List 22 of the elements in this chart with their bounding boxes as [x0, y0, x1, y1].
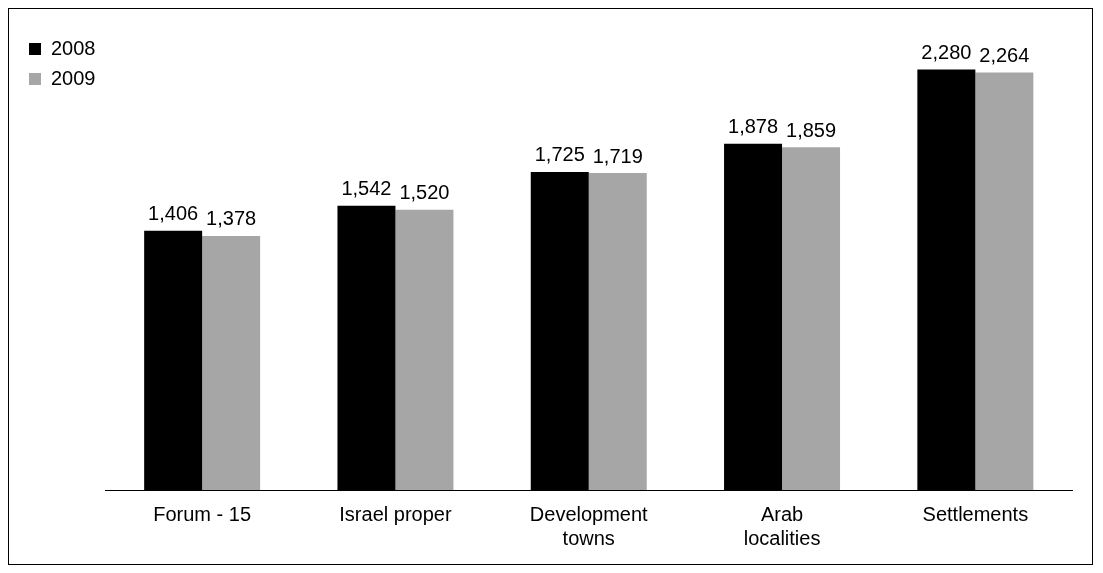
x-tick-label: Arab localities [743, 502, 821, 549]
x-tick-label: Forum - 15 [153, 502, 252, 525]
bar [588, 173, 647, 490]
bar [202, 235, 261, 490]
data-label: 1,725 [534, 143, 585, 166]
data-label: 1,406 [148, 202, 199, 225]
data-label: 1,542 [341, 177, 392, 200]
legend-label: 2008 [51, 36, 96, 59]
bar [395, 209, 454, 490]
bar [782, 147, 841, 490]
data-label: 1,520 [399, 181, 450, 204]
data-label: 2,264 [979, 44, 1030, 67]
data-label: 1,378 [206, 207, 257, 230]
data-label: 2,280 [921, 41, 972, 64]
x-tick-label: Development towns [529, 502, 649, 549]
data-label: 1,859 [786, 118, 837, 141]
data-label: 1,878 [728, 115, 779, 138]
legend-label: 2009 [51, 66, 96, 89]
bar [975, 72, 1034, 490]
data-label: 1,719 [592, 144, 643, 167]
x-tick-label: Settlements [922, 502, 1029, 525]
x-tick-label: Israel proper [339, 502, 452, 525]
